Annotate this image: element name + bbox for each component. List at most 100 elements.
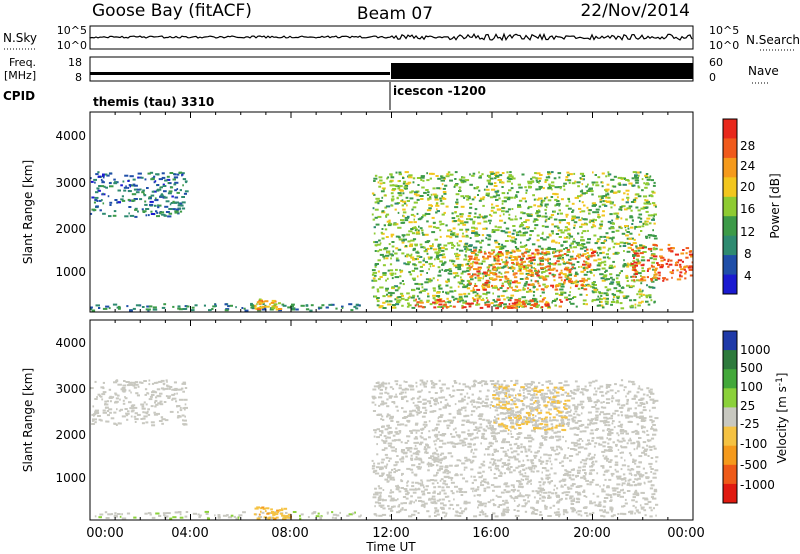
data-cell [606,292,609,295]
data-cell [551,301,553,304]
data-cell [614,409,619,412]
data-cell [527,254,532,257]
data-cell [416,228,418,231]
data-cell [503,196,508,199]
data-cell [509,495,512,498]
data-cell [163,196,168,199]
data-cell [649,175,652,178]
data-cell [634,179,640,182]
data-cell [463,245,468,248]
data-cell [515,261,518,264]
data-cell [436,449,438,452]
data-cell [582,173,584,176]
data-cell [390,489,392,492]
data-cell [538,180,541,182]
data-cell [543,491,548,494]
data-cell [474,489,478,492]
data-cell [147,413,151,416]
data-cell [447,291,450,294]
data-cell [579,461,583,464]
data-cell [486,234,491,237]
data-cell [601,181,604,184]
data-cell [644,514,647,517]
data-cell [609,437,612,440]
data-cell [433,400,438,403]
data-cell [571,217,577,220]
data-cell [159,400,163,403]
data-cell [587,284,591,287]
data-cell [482,513,485,516]
data-cell [648,285,651,288]
data-cell [595,390,598,393]
data-cell [642,441,647,444]
data-cell [442,504,447,507]
data-cell [173,392,176,395]
data-cell [268,516,271,519]
data-cell [518,503,521,506]
data-cell [586,396,592,399]
data-cell [317,306,323,309]
data-cell [644,202,649,205]
data-cell [414,404,419,407]
data-cell [525,189,528,192]
data-cell [566,250,571,253]
data-cell [386,424,389,427]
data-cell [377,215,382,218]
data-cell [515,420,519,423]
data-cell [428,515,431,518]
data-cell [588,265,591,268]
data-cell [652,268,655,271]
data-cell [641,451,645,454]
data-cell [542,252,545,255]
data-cell [547,497,551,499]
data-cell [477,398,481,400]
data-cell [536,263,540,266]
data-cell [424,488,428,491]
data-cell [426,194,430,196]
data-cell [456,198,459,201]
data-cell [438,187,442,190]
data-cell [396,420,400,423]
data-cell [168,190,173,193]
data-cell [532,194,535,197]
data-cell [554,458,558,461]
data-cell [616,483,621,486]
data-cell [583,246,588,249]
data-cell [465,247,469,250]
data-cell [620,456,623,459]
data-cell [550,230,554,233]
data-cell [144,388,148,391]
data-cell [382,181,386,184]
data-cell [385,236,389,238]
data-cell [568,258,572,261]
data-cell [454,252,456,255]
data-cell [97,175,101,178]
data-cell [272,513,276,516]
data-cell [174,181,179,184]
data-cell [181,174,183,177]
data-cell [581,210,586,213]
data-cell [257,516,263,519]
data-cell [620,217,623,220]
data-cell [167,192,172,195]
data-cell [623,192,626,195]
data-cell [579,293,583,296]
data-cell [423,486,425,489]
data-cell [503,412,507,415]
data-cell [600,294,603,297]
data-cell [162,185,167,187]
data-cell [516,453,520,456]
data-cell [530,394,534,397]
data-cell [630,209,633,212]
data-cell [416,301,420,304]
data-cell [534,198,537,201]
data-cell [402,177,405,179]
data-cell [439,229,442,232]
data-cell [644,186,648,189]
data-cell [494,177,497,180]
power-heatmap [90,171,693,312]
data-cell [627,280,629,282]
data-cell [451,260,456,263]
data-cell [445,205,449,208]
data-cell [124,174,129,177]
